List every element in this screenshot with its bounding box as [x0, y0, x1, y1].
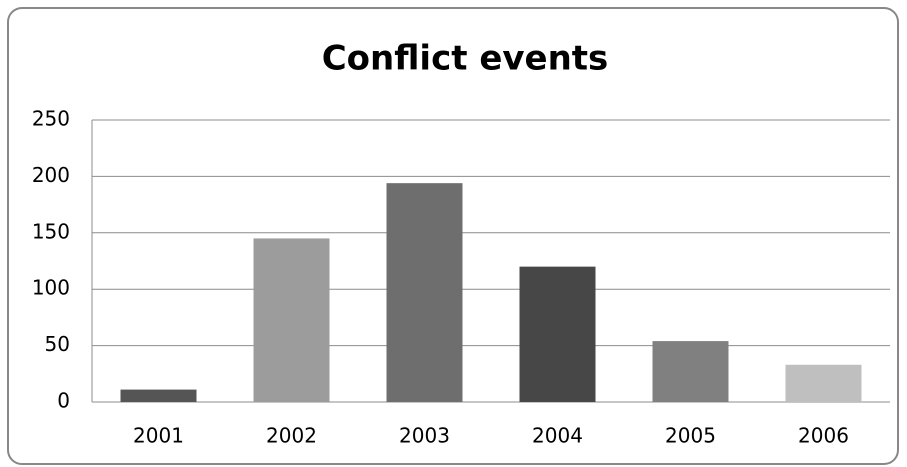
- bar: [253, 238, 330, 402]
- y-tick-label: 100: [32, 276, 70, 300]
- bar: [519, 266, 596, 402]
- x-tick-label: 2006: [798, 424, 849, 448]
- y-tick-label: 200: [32, 163, 70, 187]
- bar: [120, 389, 197, 402]
- x-tick-label: 2005: [665, 424, 716, 448]
- bar: [386, 183, 463, 402]
- y-tick-label: 50: [45, 332, 70, 356]
- y-tick-label: 150: [32, 219, 70, 243]
- bar: [652, 341, 729, 402]
- y-tick-label: 250: [32, 107, 70, 131]
- y-tick-label: 0: [57, 389, 70, 413]
- bar: [785, 364, 862, 402]
- x-tick-label: 2004: [532, 424, 583, 448]
- chart-title: Conflict events: [322, 39, 609, 79]
- x-tick-label: 2003: [399, 424, 450, 448]
- x-tick-label: 2001: [133, 424, 184, 448]
- x-tick-label: 2002: [266, 424, 317, 448]
